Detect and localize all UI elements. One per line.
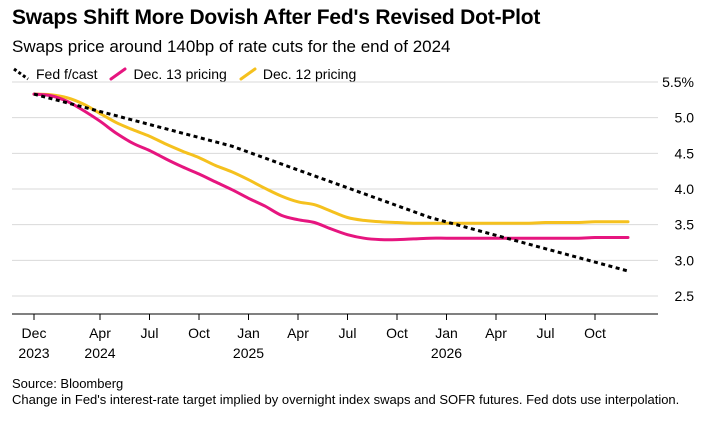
y-tick-label-1: 5.0 [675, 110, 695, 126]
chart-subtitle: Swaps price around 140bp of rate cuts fo… [12, 37, 451, 56]
legend-item-dec13: Dec. 13 pricing [109, 66, 227, 82]
y-tick-label-5: 3.0 [675, 252, 695, 268]
legend-label-fed: Fed f/cast [36, 66, 98, 82]
x-tick-year-0: 2023 [18, 345, 49, 361]
x-tick-label-2: Jul [141, 325, 159, 341]
legend: Fed f/cast Dec. 13 pricing Dec. 12 prici… [12, 63, 368, 85]
legend-label-dec13: Dec. 13 pricing [133, 66, 227, 82]
legend-item-fed: Fed f/cast [12, 66, 97, 82]
series-line-fed-forecast [33, 92, 629, 273]
series-line-dec12-pricing [32, 92, 630, 225]
x-tick-label-11: Oct [584, 325, 606, 341]
chart-title: Swaps Shift More Dovish After Fed's Revi… [12, 6, 541, 29]
source-note: Source: Bloomberg [12, 376, 124, 391]
x-tick-year-4: 2025 [233, 345, 264, 361]
x-tick-label-6: Jul [339, 325, 357, 341]
legend-swatch-dec12 [239, 67, 257, 81]
x-tick-label-1: Apr [89, 325, 111, 341]
y-tick-label-0: 5.5% [662, 74, 694, 90]
legend-item-dec12: Dec. 12 pricing [239, 66, 356, 82]
x-tick-year-1: 2024 [84, 345, 115, 361]
y-tick-label-2: 4.5 [675, 145, 695, 161]
series-line-dec13-pricing [32, 92, 630, 242]
y-tick-label-4: 3.5 [675, 217, 695, 233]
legend-swatch-dec13 [109, 67, 127, 81]
x-tick-label-5: Apr [287, 325, 309, 341]
chart-footer: Source: Bloomberg Change in Fed's intere… [12, 376, 692, 408]
x-tick-label-3: Oct [188, 325, 210, 341]
x-tick-label-0: Dec [22, 325, 47, 341]
y-tick-label-6: 2.5 [675, 288, 695, 304]
x-tick-year-8: 2026 [431, 345, 462, 361]
x-tick-label-7: Oct [386, 325, 408, 341]
footnote: Change in Fed's interest-rate target imp… [12, 392, 680, 407]
x-tick-label-10: Jul [537, 325, 555, 341]
legend-swatch-fed [12, 67, 30, 81]
x-tick-label-8: Jan [435, 325, 458, 341]
x-tick-label-4: Jan [237, 325, 260, 341]
legend-label-dec12: Dec. 12 pricing [262, 66, 357, 82]
x-tick-label-9: Apr [485, 325, 507, 341]
y-tick-label-3: 4.0 [675, 181, 695, 197]
